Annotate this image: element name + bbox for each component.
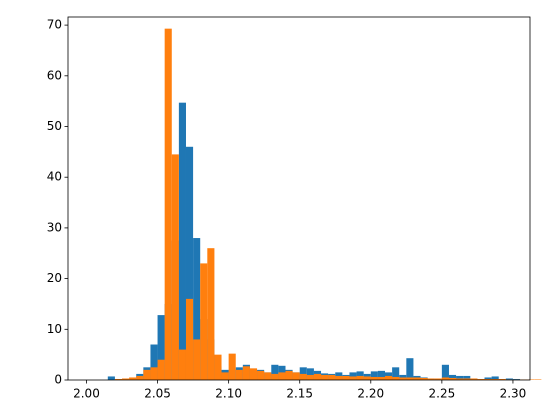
histogram-bar xyxy=(292,372,300,380)
histogram-bar xyxy=(157,315,165,380)
histogram-bar xyxy=(349,372,357,380)
histogram-bar xyxy=(448,377,457,380)
histogram-bar xyxy=(242,366,250,380)
x-tick-label: 2.10 xyxy=(215,387,242,401)
histogram-bar xyxy=(434,378,442,380)
histogram-bar xyxy=(463,375,471,380)
x-tick-label: 2.15 xyxy=(286,387,313,401)
histogram-bar xyxy=(306,368,314,380)
y-tick-label: 0 xyxy=(54,373,62,387)
histogram-bar xyxy=(328,374,336,380)
histogram-bar xyxy=(534,379,542,380)
histogram-bar xyxy=(150,344,158,380)
histogram-bar xyxy=(285,370,293,380)
y-tick-label: 70 xyxy=(47,18,62,32)
histogram-bar xyxy=(221,372,229,380)
histogram-bar xyxy=(178,349,186,380)
histogram-bar xyxy=(129,377,137,380)
histogram-bar xyxy=(171,154,179,380)
histogram-bar xyxy=(114,378,123,380)
histogram-bar xyxy=(441,377,449,380)
histogram-bar xyxy=(306,374,314,380)
histogram-bar xyxy=(406,358,414,380)
histogram-bar xyxy=(185,298,194,380)
histogram-bar xyxy=(448,374,457,380)
histogram-bar xyxy=(420,377,428,380)
histogram-bar xyxy=(228,353,236,380)
histogram-bar xyxy=(477,378,485,380)
x-tick-label: 2.30 xyxy=(500,387,527,401)
histogram-bar xyxy=(491,376,499,380)
histogram-bar xyxy=(406,377,414,380)
y-tick-label: 20 xyxy=(47,271,62,285)
histogram-bar xyxy=(441,364,449,380)
histogram-bar xyxy=(178,102,186,380)
histogram-bar xyxy=(470,378,478,380)
histogram-bar xyxy=(271,373,279,380)
histogram-bar xyxy=(505,378,513,380)
histogram-bar xyxy=(377,370,386,380)
histogram-bar xyxy=(299,367,307,380)
histogram-bar xyxy=(200,263,208,380)
histogram-bar xyxy=(214,354,222,380)
y-tick-label: 40 xyxy=(47,170,62,184)
histogram-bar xyxy=(392,376,400,380)
histogram-bar xyxy=(157,359,165,380)
histogram-bar xyxy=(107,376,115,380)
histogram-bar xyxy=(164,28,172,380)
histogram-bar xyxy=(392,367,400,380)
x-tick-label: 2.05 xyxy=(144,387,171,401)
histogram-bar xyxy=(484,377,492,380)
y-tick-label: 60 xyxy=(47,68,62,82)
histogram-bar xyxy=(299,373,307,380)
histogram-bar xyxy=(235,369,243,380)
histogram-bar xyxy=(349,376,357,380)
y-tick-label: 30 xyxy=(47,220,62,234)
histogram-bar xyxy=(342,375,350,380)
histogram-bar xyxy=(498,378,506,380)
histogram-bar xyxy=(456,378,464,380)
histogram-bar xyxy=(136,375,144,380)
histogram-bar xyxy=(363,376,371,380)
histogram-bar xyxy=(249,368,258,380)
histogram-bar xyxy=(370,376,378,380)
histogram-bar xyxy=(207,248,215,380)
histogram-bar xyxy=(193,238,201,380)
histogram-bar xyxy=(122,378,130,380)
histogram-bar xyxy=(356,371,364,380)
histogram-bar xyxy=(335,375,343,380)
histogram-bar xyxy=(456,375,464,380)
histogram-bar xyxy=(313,373,322,380)
histogram-bar xyxy=(484,378,492,380)
histogram-bar xyxy=(185,146,194,380)
plot-frame xyxy=(67,16,531,381)
histogram-bar xyxy=(278,372,286,380)
y-tick-label: 50 xyxy=(47,119,62,133)
y-tick-label: 10 xyxy=(47,322,62,336)
x-tick-label: 2.00 xyxy=(73,387,100,401)
histogram-bar xyxy=(527,379,535,380)
histogram-bar xyxy=(385,375,393,380)
histogram-bar xyxy=(271,364,279,380)
histogram-bar xyxy=(491,378,499,380)
histogram-bar xyxy=(370,371,378,380)
histogram-bar xyxy=(150,367,158,380)
histogram-bar xyxy=(463,378,471,380)
histogram-bar xyxy=(257,370,265,380)
histogram-bar xyxy=(356,375,364,380)
histogram-bar xyxy=(321,374,329,380)
histogram-bar xyxy=(427,378,435,380)
histogram-bar xyxy=(143,369,151,380)
histogram-bar xyxy=(399,377,407,380)
x-tick-label: 2.20 xyxy=(357,387,384,401)
histogram-bar xyxy=(264,372,272,380)
histogram-bar xyxy=(413,377,421,380)
histogram-bar xyxy=(193,339,201,380)
histogram-bar xyxy=(377,376,386,380)
x-tick-label: 2.25 xyxy=(429,387,456,401)
